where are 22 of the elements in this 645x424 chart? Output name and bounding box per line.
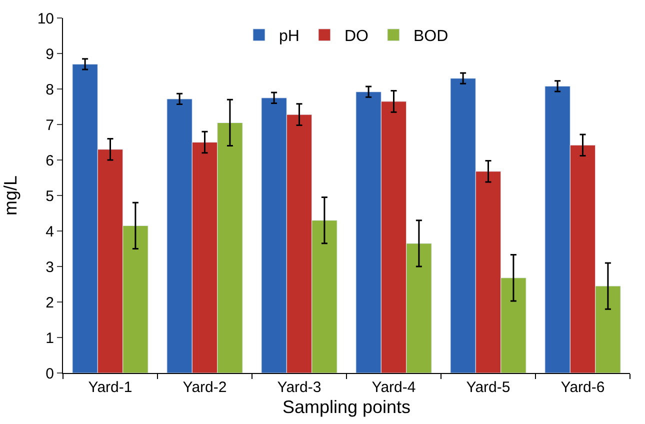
x-tick-label: Yard-3 [277, 379, 322, 396]
y-tick-label: 4 [46, 223, 54, 240]
y-tick-label: 5 [46, 188, 54, 205]
legend-label: BOD [413, 28, 448, 46]
x-axis-title: Sampling points [282, 397, 411, 418]
legend-label: pH [279, 28, 300, 46]
x-tick-label: Yard-6 [560, 379, 605, 396]
y-tick-label: 0 [46, 365, 54, 382]
x-tick-label: Yard-5 [466, 379, 510, 396]
y-tick-label: 6 [46, 152, 54, 170]
x-tick-label: Yard-1 [88, 379, 132, 396]
y-tick-label: 1 [46, 330, 54, 347]
y-tick-label: 8 [46, 81, 54, 98]
y-tick-label: 2 [46, 294, 54, 312]
y-tick-label: 7 [46, 116, 54, 134]
x-tick-label: Yard-2 [182, 379, 227, 396]
y-tick-label: 9 [46, 46, 54, 63]
legend-label: DO [344, 28, 368, 46]
y-tick-label: 3 [46, 258, 54, 276]
y-axis-title: mg/L [0, 175, 21, 216]
y-tick-label: 10 [37, 10, 54, 28]
x-tick-label: Yard-4 [372, 379, 416, 396]
